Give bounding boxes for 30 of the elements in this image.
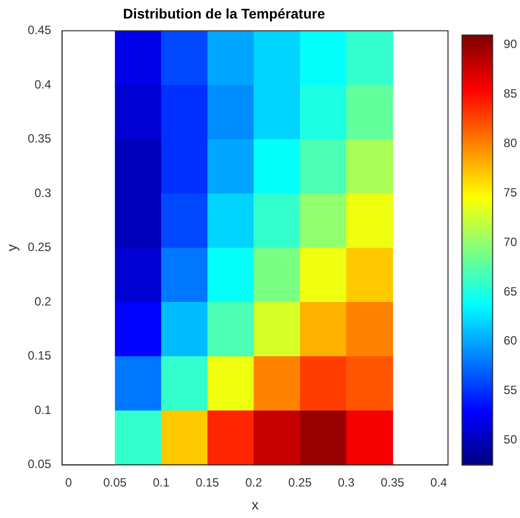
x-tick-label: 0.15 bbox=[196, 475, 220, 490]
x-tick-label: 0.1 bbox=[152, 475, 170, 490]
color-bar-label: 50 bbox=[504, 432, 518, 447]
x-axis-title: x bbox=[252, 496, 259, 512]
x-tick-label: 0.4 bbox=[430, 475, 448, 490]
y-tick-label: 0.4 bbox=[34, 77, 52, 92]
x-tick-label: 0.25 bbox=[288, 475, 312, 490]
x-tick-label: 0.35 bbox=[380, 475, 404, 490]
y-tick-label: 0.05 bbox=[28, 457, 52, 472]
y-tick-label: 0.35 bbox=[28, 132, 52, 146]
x-tick-label: 0.05 bbox=[103, 475, 127, 490]
color-bar-label: 55 bbox=[504, 383, 518, 398]
chart-title: Distribution de la Température bbox=[123, 5, 326, 22]
y-axis-title: y bbox=[3, 244, 20, 252]
color-bar-label: 65 bbox=[504, 284, 518, 298]
x-tick-label: 0.2 bbox=[245, 475, 262, 490]
color-bar-label: 90 bbox=[504, 37, 518, 52]
y-tick-label: 0.45 bbox=[28, 23, 52, 38]
y-tick-label: 0.2 bbox=[34, 294, 52, 308]
color-bar-label: 70 bbox=[504, 234, 518, 249]
y-tick-label: 0.3 bbox=[34, 186, 52, 200]
color-bar-label: 80 bbox=[504, 136, 518, 150]
color-bar-label: 85 bbox=[504, 86, 518, 101]
color-bar-label: 75 bbox=[504, 185, 518, 200]
color-bar-label: 60 bbox=[504, 334, 518, 348]
y-tick-label: 0.15 bbox=[28, 348, 52, 363]
y-tick-label: 0.1 bbox=[34, 402, 52, 417]
x-tick-label: 0.3 bbox=[338, 475, 355, 490]
x-tick-label: 0 bbox=[65, 475, 72, 490]
y-tick-label: 0.25 bbox=[28, 240, 52, 254]
